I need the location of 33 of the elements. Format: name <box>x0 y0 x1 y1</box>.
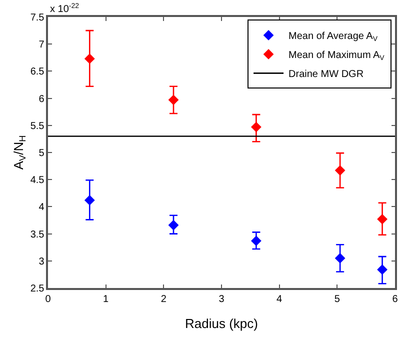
x-tick-label: 3 <box>218 294 225 305</box>
x-tick-label: 2 <box>160 294 167 305</box>
point <box>251 122 262 132</box>
text: x 10$^{-22}$ <box>50 3 80 16</box>
x-tick-label: 1 <box>103 294 110 305</box>
y-tick-label: 3 <box>38 256 45 268</box>
y-tick-label: 4 <box>38 202 45 214</box>
y-tick-label: 4.5 <box>30 175 45 186</box>
legend-label: Draine MW DGR <box>288 69 364 80</box>
point <box>251 236 262 246</box>
y-tick-label: 6 <box>38 94 45 105</box>
x-tick-label: 0 <box>45 294 52 305</box>
point <box>84 195 95 206</box>
y-tick-label: 7.5 <box>30 12 45 24</box>
x-tick-label: 5 <box>334 294 340 305</box>
y-tick-label: 2.5 <box>30 284 45 294</box>
point <box>168 94 179 106</box>
point <box>84 54 95 64</box>
x-tick-label: 6 <box>392 294 398 305</box>
y-tick-label: 6.5 <box>30 66 45 78</box>
y-tick-label: 3.5 <box>30 229 45 240</box>
point <box>377 264 388 275</box>
legend-label: Mean of Average A$_{V}$ <box>288 31 378 44</box>
point <box>168 220 179 230</box>
point <box>377 214 388 224</box>
legend-label: Mean of Maximum A$_{V}$ <box>288 50 385 62</box>
y-tick-label: 7 <box>38 40 45 51</box>
y-tick-label: 5.5 <box>30 120 45 132</box>
x-axis-title: Radius (kpc) <box>185 316 258 331</box>
point <box>334 165 346 176</box>
point <box>334 252 346 264</box>
x-tick-label: 4 <box>276 294 283 305</box>
y-tick-label: 5 <box>38 148 45 159</box>
